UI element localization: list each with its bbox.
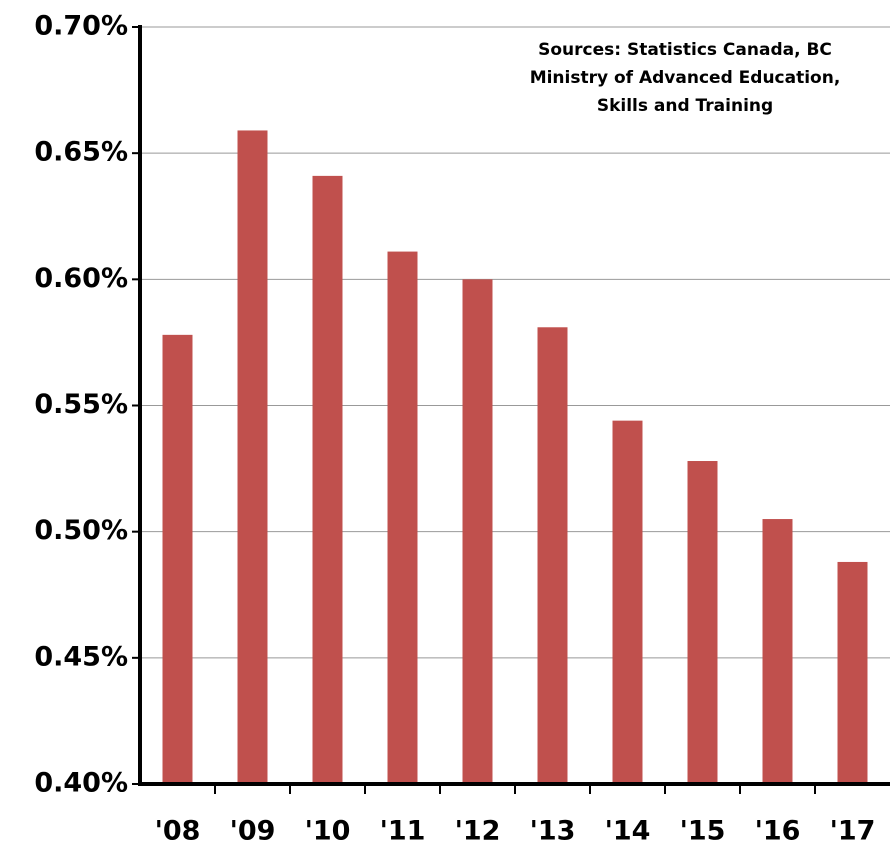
x-tick-label: '12	[455, 816, 501, 847]
x-tick-label: '08	[155, 816, 201, 847]
bar	[462, 279, 493, 784]
bar	[687, 461, 718, 784]
x-tick-label: '15	[680, 816, 726, 847]
x-tick-label: '16	[755, 816, 801, 847]
bar	[537, 327, 568, 784]
y-tick-label: 0.55%	[34, 389, 128, 420]
annotation: Skills and Training	[597, 96, 773, 116]
x-tick-label: '09	[230, 816, 276, 847]
bar	[837, 561, 868, 784]
y-tick-label: 0.40%	[34, 768, 128, 799]
bar	[762, 519, 793, 784]
annotation: Ministry of Advanced Education,	[530, 68, 841, 88]
annotation: Sources: Statistics Canada, BC	[538, 40, 832, 60]
bar	[237, 130, 268, 784]
bar	[387, 251, 418, 784]
y-tick-label: 0.70%	[34, 11, 128, 42]
x-tick-label: '10	[305, 816, 351, 847]
x-tick-label: '14	[605, 816, 651, 847]
y-tick-label: 0.50%	[34, 515, 128, 546]
y-tick-label: 0.65%	[34, 137, 128, 168]
y-tick-label: 0.60%	[34, 263, 128, 294]
bar	[162, 334, 193, 784]
bar	[612, 420, 643, 784]
x-tick-label: '11	[380, 816, 426, 847]
bar	[312, 175, 343, 785]
x-tick-label: '17	[830, 816, 876, 847]
x-tick-label: '13	[530, 816, 576, 847]
y-tick-label: 0.45%	[34, 641, 128, 672]
